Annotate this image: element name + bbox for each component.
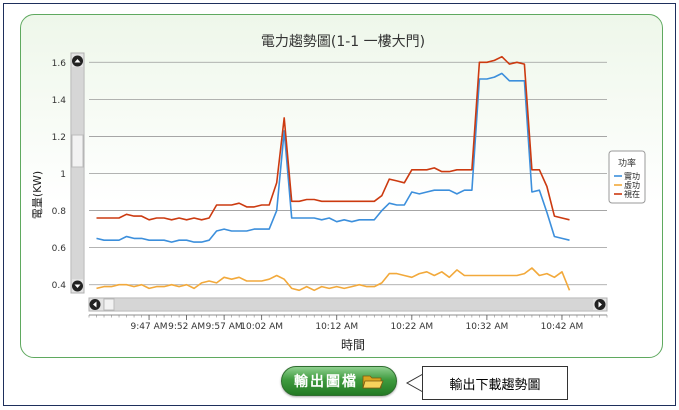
series-line-2 xyxy=(96,55,570,221)
legend-title: 功率 xyxy=(618,157,636,169)
export-callout: 輸出下載趨勢圖 xyxy=(422,366,568,400)
chart-panel: 電力趨勢圖(1-1 一樓大門) 電量(KW) 時間 0.4 0.6 0.8 1 1.2 1… xyxy=(20,14,663,358)
horizontal-scroll-track[interactable] xyxy=(103,299,593,310)
x-tick-label-2: 9:57 AM xyxy=(206,322,243,332)
legend-label-0: 實功 xyxy=(624,171,640,181)
folder-open-icon xyxy=(362,375,384,389)
y-axis-label: 電量(KW) xyxy=(31,171,44,219)
scroll-left-button[interactable] xyxy=(89,299,101,310)
scroll-up-button[interactable] xyxy=(72,55,83,67)
scroll-right-button[interactable] xyxy=(594,299,606,310)
series-line-0 xyxy=(96,72,570,243)
scroll-down-button[interactable] xyxy=(72,280,83,292)
chart-title: 電力趨勢圖(1-1 一樓大門) xyxy=(261,34,425,50)
legend-label-2: 視在 xyxy=(624,189,640,199)
vertical-scroll-thumb[interactable] xyxy=(71,134,84,168)
callout-pointer xyxy=(405,373,424,393)
x-tick-label-4: 10:12 AM xyxy=(315,322,358,332)
vertical-scrollbar[interactable] xyxy=(70,52,85,294)
horizontal-scrollbar[interactable] xyxy=(88,297,608,312)
export-image-button[interactable]: 輸出圖檔 xyxy=(281,366,397,396)
y-tick-label-0: 0.4 xyxy=(52,281,67,291)
x-axis-label: 時間 xyxy=(341,338,365,352)
y-tick-label-2: 0.8 xyxy=(52,207,67,217)
x-tick-label-0: 9:47 AM xyxy=(131,322,168,332)
x-tick-label-1: 9:52 AM xyxy=(168,322,205,332)
x-tick-label-3: 10:02 AM xyxy=(240,322,283,332)
y-tick-label-4: 1.2 xyxy=(52,133,66,143)
horizontal-scroll-thumb[interactable] xyxy=(103,298,115,311)
y-tick-label-6: 1.6 xyxy=(52,59,67,69)
y-tick-label-1: 0.6 xyxy=(52,244,67,254)
x-tick-label-7: 10:42 AM xyxy=(541,322,584,332)
legend-label-1: 虛功 xyxy=(624,180,640,190)
vertical-scroll-track[interactable] xyxy=(72,67,83,279)
y-tick-label-3: 1 xyxy=(60,170,66,180)
x-tick-label-5: 10:22 AM xyxy=(390,322,433,332)
export-callout-text: 輸出下載趨勢圖 xyxy=(449,377,541,393)
series-line-1 xyxy=(96,267,571,292)
power-trend-chart: 電力趨勢圖(1-1 一樓大門) 電量(KW) 時間 0.4 0.6 0.8 1 1.2 1… xyxy=(31,34,646,352)
y-tick-label-5: 1.4 xyxy=(52,96,67,106)
x-tick-label-6: 10:32 AM xyxy=(466,322,509,332)
export-button-label: 輸出圖檔 xyxy=(294,374,358,390)
